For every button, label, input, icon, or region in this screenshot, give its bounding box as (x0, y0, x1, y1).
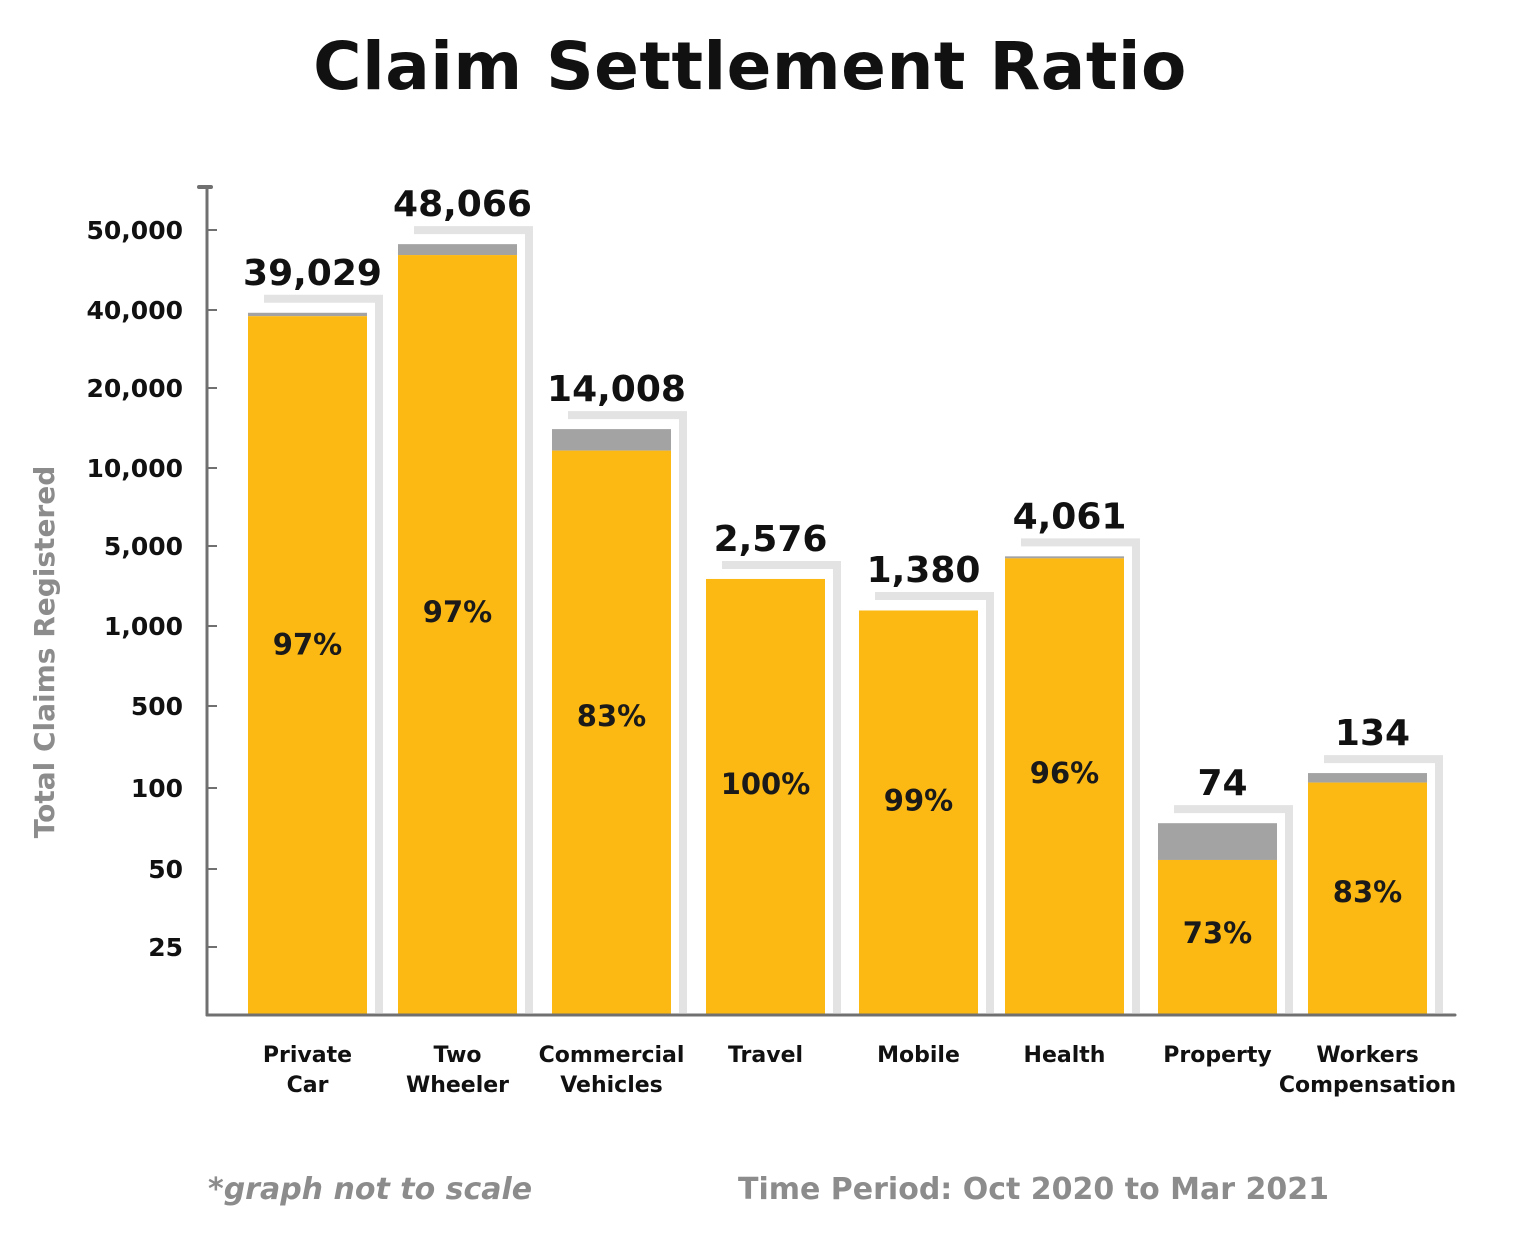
y-tick-label: 100 (131, 774, 183, 803)
labels: 25 50 100 500 1,000 5,000 10,000 20,000 40,000 50… (28, 184, 1456, 1098)
y-tick-label: 10,000 (87, 454, 183, 483)
y-axis-title: Total Claims Registered (28, 466, 61, 839)
y-tick-label: 50 (148, 855, 183, 884)
x-category-label: Car (287, 1073, 329, 1098)
x-category-label: Private (263, 1043, 352, 1068)
bar-unsettled (552, 429, 671, 451)
bar-settled (1158, 859, 1277, 1015)
bar-percent-label: 97% (423, 595, 492, 629)
bar-settled (1005, 558, 1124, 1015)
y-tick-label: 500 (131, 692, 183, 721)
x-category-label: Two (433, 1043, 481, 1068)
footnote: *graph not to scale (208, 1172, 533, 1207)
bar-settled (552, 450, 671, 1016)
bar-total-label: 4,061 (1013, 496, 1127, 537)
bar-unsettled (248, 312, 367, 317)
bar-settled (398, 255, 517, 1015)
bar-total-label: 1,380 (867, 550, 981, 591)
bar-shadow (264, 294, 383, 1013)
bar-percent-label: 73% (1183, 916, 1252, 950)
bar-unsettled (1005, 556, 1124, 559)
bar-settled (1308, 782, 1427, 1015)
bar-shadow (875, 591, 994, 1013)
bar-total-label: 2,576 (714, 519, 828, 560)
x-category-label: Wheeler (406, 1073, 509, 1098)
bar-percent-label: 83% (1333, 875, 1402, 909)
x-category-label: Commercial (539, 1043, 685, 1068)
bar-total-label: 14,008 (547, 369, 686, 410)
x-category-label: Travel (728, 1043, 803, 1068)
x-category-label: Mobile (877, 1043, 960, 1068)
bars (248, 244, 1427, 1016)
x-category-label: Compensation (1279, 1073, 1456, 1098)
bar-shadows (264, 226, 1443, 1013)
x-category-label: Property (1163, 1043, 1271, 1068)
bar-shadow (1324, 755, 1443, 1013)
bar-total-label: 74 (1197, 763, 1247, 804)
bar-shadow (414, 226, 533, 1013)
y-tick-label: 50,000 (87, 216, 183, 245)
x-category-label: Health (1024, 1043, 1106, 1068)
bar-percent-label: 97% (273, 628, 342, 662)
bar-percent-label: 83% (577, 699, 646, 733)
y-tick-label: 5,000 (104, 532, 183, 561)
y-tick-label: 25 (148, 933, 183, 962)
chart-title: Claim Settlement Ratio (313, 28, 1187, 105)
x-category-label: Workers (1316, 1043, 1418, 1068)
bar-unsettled (1158, 823, 1277, 860)
bar-unsettled (398, 244, 517, 256)
bar-settled (706, 578, 825, 1015)
axes (197, 185, 1457, 1017)
bar-shadow (568, 411, 687, 1013)
bar-settled (859, 610, 978, 1015)
bar-unsettled (1308, 773, 1427, 783)
time-period: Time Period: Oct 2020 to Mar 2021 (738, 1172, 1329, 1207)
bar-shadow (722, 560, 841, 1013)
bar-shadow (1021, 538, 1140, 1013)
y-tick-label: 20,000 (87, 374, 183, 403)
bar-percent-label: 100% (721, 767, 811, 801)
x-category-label: Vehicles (560, 1073, 663, 1098)
y-tick-label: 1,000 (104, 612, 183, 641)
bar-percent-label: 96% (1030, 756, 1099, 790)
bar-total-label: 39,029 (243, 253, 382, 294)
bar-percent-label: 99% (884, 784, 953, 818)
bar-settled (248, 316, 367, 1015)
bar-total-label: 48,066 (393, 184, 532, 225)
bar-shadow (1174, 805, 1293, 1013)
y-tick-label: 40,000 (87, 296, 183, 325)
bar-total-label: 134 (1335, 713, 1410, 754)
